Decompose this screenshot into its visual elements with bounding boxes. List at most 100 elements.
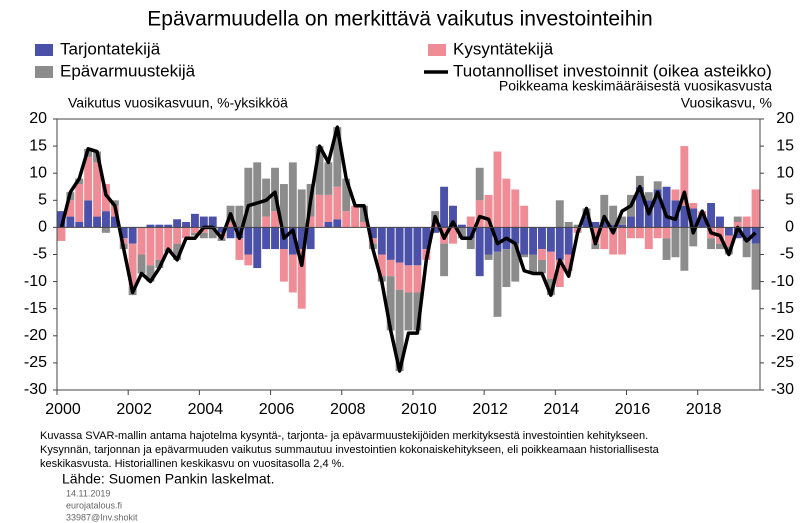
bar <box>244 254 253 266</box>
bar <box>555 227 564 260</box>
y-tick-label: 10 <box>29 164 47 181</box>
bar <box>101 211 110 228</box>
bar <box>190 232 199 236</box>
bar <box>546 251 555 279</box>
x-tick-label: 2018 <box>686 401 722 418</box>
y2-tick-label: 10 <box>776 164 794 181</box>
bar <box>279 249 288 282</box>
bar <box>288 227 297 255</box>
bar <box>351 205 360 228</box>
bar <box>297 227 306 250</box>
line <box>59 125 757 373</box>
legend-swatch <box>35 66 53 78</box>
bar <box>742 216 751 228</box>
y2-tick-label: 0 <box>785 219 794 236</box>
bar <box>368 227 377 239</box>
bar <box>466 238 475 250</box>
bar <box>101 227 110 233</box>
source: Lähde: Suomen Pankin laskelmat. <box>62 471 274 487</box>
bar <box>511 227 520 244</box>
bar <box>155 227 164 260</box>
bar <box>573 224 582 228</box>
bar <box>689 208 698 228</box>
x-tick-label: 2008 <box>330 401 366 418</box>
bar <box>600 227 609 250</box>
bar <box>182 221 190 228</box>
bar <box>707 238 716 250</box>
bar <box>262 216 271 228</box>
legend-label: Tarjontatekijä <box>60 39 161 58</box>
y2-tick-label: -15 <box>771 300 794 317</box>
bar <box>404 292 413 331</box>
bar <box>57 211 66 228</box>
bar <box>84 156 93 201</box>
legend-swatch <box>428 44 446 56</box>
y-tick-label: -5 <box>33 246 47 263</box>
bar <box>297 249 306 309</box>
legend-label: Kysyntätekijä <box>453 39 554 58</box>
bar <box>591 227 600 244</box>
y-tick-label: -15 <box>24 300 47 317</box>
bar <box>226 221 235 228</box>
bar <box>119 227 128 239</box>
bar <box>226 227 235 239</box>
bar <box>440 186 449 228</box>
bar <box>413 292 422 331</box>
bar <box>288 254 297 293</box>
y-tick-label: 5 <box>38 192 47 209</box>
bar <box>751 243 760 290</box>
bar <box>662 186 671 228</box>
bar <box>653 189 662 228</box>
bar <box>475 167 484 201</box>
bar <box>75 221 84 228</box>
bar <box>600 194 609 222</box>
bar <box>315 194 324 228</box>
bar <box>529 254 538 274</box>
y2-axis-label: Vuosikasvu, % <box>681 95 772 111</box>
meta: 14.11.2019 <box>66 488 110 498</box>
y-axis-label: Vaikutus vuosikasvuun, %-yksikköä <box>68 95 288 111</box>
bar <box>502 249 511 288</box>
bar <box>342 178 351 212</box>
bar <box>618 227 627 255</box>
bar <box>66 216 75 228</box>
meta: eurojatalous.fi <box>66 500 122 510</box>
bar <box>689 203 698 209</box>
bar <box>413 265 422 293</box>
bar <box>306 216 315 228</box>
x-tick-label: 2012 <box>472 401 508 418</box>
bar <box>680 146 689 206</box>
bar <box>724 227 733 236</box>
legend-swatch <box>35 44 53 56</box>
bar <box>377 254 386 277</box>
bar <box>217 227 226 233</box>
bar <box>395 227 404 263</box>
bar <box>609 224 618 228</box>
bar <box>84 200 93 228</box>
bar <box>208 227 217 239</box>
bar <box>627 227 635 239</box>
bar <box>271 211 279 228</box>
x-tick-label: 2016 <box>615 401 651 418</box>
bar <box>199 232 208 239</box>
bar <box>93 162 101 217</box>
bar <box>529 227 538 255</box>
bar <box>742 240 751 258</box>
bar <box>342 211 351 228</box>
bar <box>493 151 502 228</box>
bar <box>386 276 395 331</box>
bar <box>466 216 475 228</box>
bar <box>93 216 101 228</box>
y2-tick-label: 20 <box>776 110 794 127</box>
bar <box>262 227 271 250</box>
bar <box>146 227 155 266</box>
bar <box>618 224 627 228</box>
bar <box>457 227 466 239</box>
bar <box>644 192 653 201</box>
bar <box>110 216 119 228</box>
bar <box>137 227 146 255</box>
bar <box>733 221 742 228</box>
bar <box>128 227 137 244</box>
bar <box>333 186 342 220</box>
